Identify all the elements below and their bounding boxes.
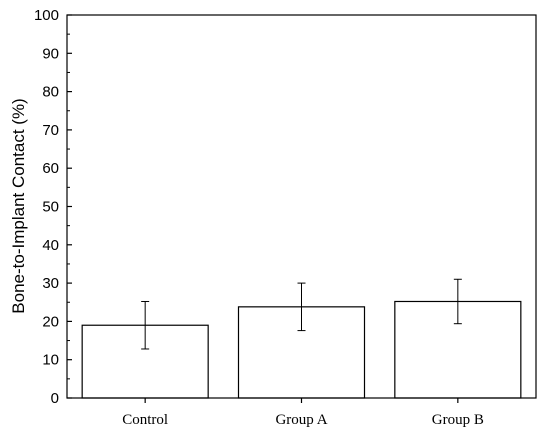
x-category-label: Group A [275,412,327,428]
y-tick-label: 20 [42,313,59,330]
y-tick-label: 90 [42,45,59,62]
y-tick-label: 40 [42,237,59,254]
bar-control [81,324,209,399]
y-tick-label: 100 [34,7,59,24]
x-category-label: Control [122,412,168,428]
y-tick-label: 70 [42,122,59,139]
y-axis-title: Bone-to-Implant Contact (%) [9,98,28,313]
y-tick-label: 10 [42,352,59,369]
y-tick-label: 0 [51,390,59,407]
y-axis-ticks: 0 10 20 30 40 50 60 70 80 90 100 [34,7,72,407]
x-category-label: Group B [432,412,484,428]
y-tick-label: 30 [42,275,59,292]
error-bars-group [141,278,462,350]
y-tick-label: 60 [42,160,59,177]
plot-frame [66,14,537,399]
x-axis-labels: Control Group A Group B [122,398,484,428]
y-tick-label: 80 [42,84,59,101]
y-tick-label: 50 [42,199,59,216]
